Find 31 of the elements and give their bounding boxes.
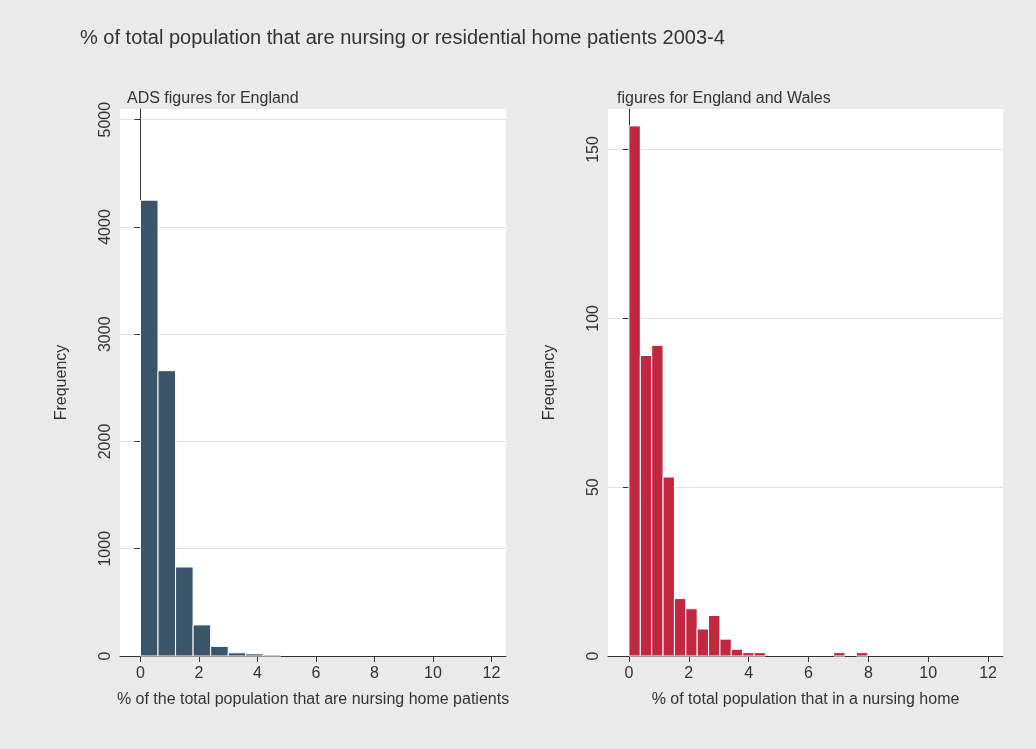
y-axis-title: Frequency bbox=[539, 344, 557, 421]
chart-title: % of total population that are nursing or residential home patients 2003-4 bbox=[80, 26, 725, 48]
x-tick-label: 0 bbox=[624, 663, 634, 681]
y-tick-label: 100 bbox=[583, 304, 601, 332]
x-tick-label: 4 bbox=[744, 663, 754, 681]
y-tick-label: 50 bbox=[583, 478, 601, 497]
x-tick-label: 2 bbox=[194, 663, 204, 681]
x-tick-label: 12 bbox=[979, 663, 998, 681]
y-tick-label: 3000 bbox=[95, 316, 113, 353]
x-tick-label: 10 bbox=[919, 663, 938, 681]
x-tick-label: 6 bbox=[311, 663, 321, 681]
x-axis-title: % of the total population that are nursing home patients bbox=[116, 689, 510, 707]
y-tick-label: 0 bbox=[583, 651, 601, 661]
x-tick-label: 10 bbox=[424, 663, 442, 681]
y-tick-label: 5000 bbox=[95, 101, 113, 138]
x-axis-title: % of total population that in a nursing home bbox=[651, 689, 960, 707]
x-tick-label: 2 bbox=[684, 663, 694, 681]
y-tick-label: 1000 bbox=[95, 530, 113, 567]
y-tick-label: 4000 bbox=[95, 209, 113, 245]
x-tick-label: 4 bbox=[252, 663, 262, 681]
chart-subtitle: figures for England and Wales bbox=[617, 88, 831, 106]
x-tick-label: 8 bbox=[369, 663, 379, 681]
chart-subtitle: ADS figures for England bbox=[127, 88, 299, 106]
x-tick-label: 6 bbox=[804, 663, 814, 681]
y-tick-label: 0 bbox=[95, 651, 113, 661]
x-tick-label: 12 bbox=[482, 663, 501, 681]
x-tick-label: 8 bbox=[863, 663, 873, 681]
y-tick-label: 2000 bbox=[95, 423, 113, 460]
y-tick-label: 150 bbox=[583, 136, 601, 163]
x-tick-label: 0 bbox=[136, 663, 146, 681]
y-axis-title: Frequency bbox=[51, 344, 69, 421]
